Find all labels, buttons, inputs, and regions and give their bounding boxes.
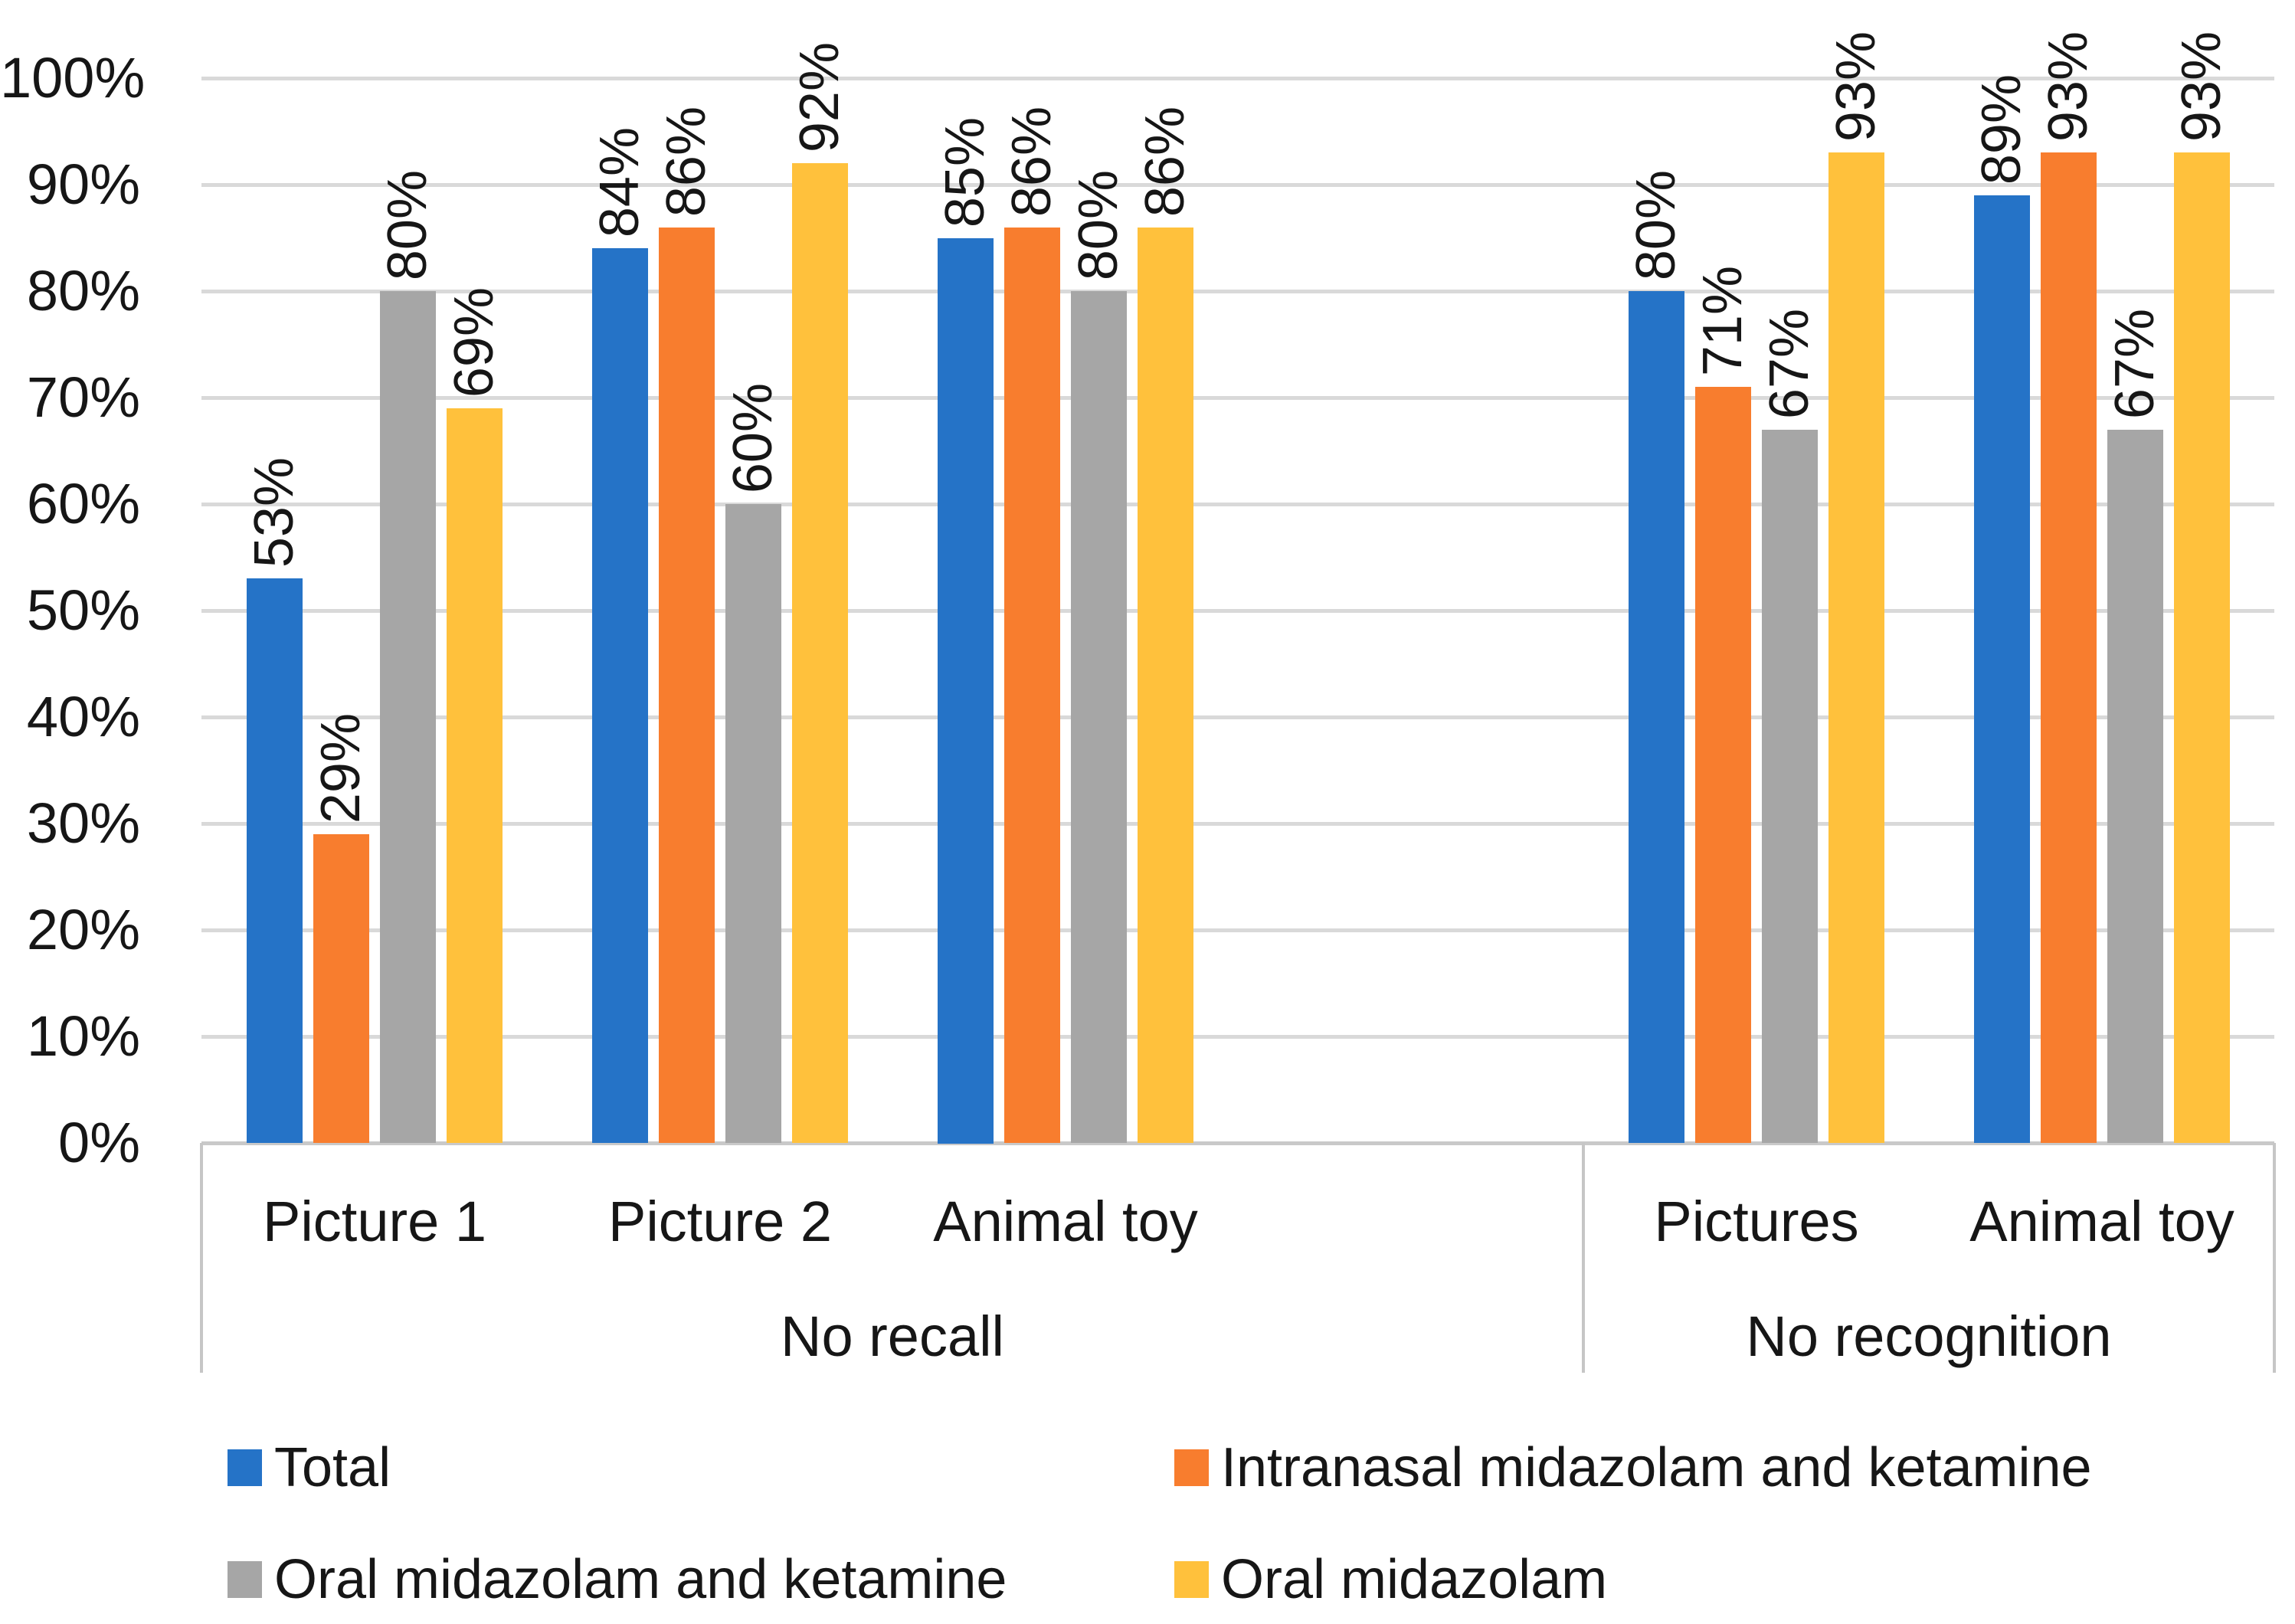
bar-intranasal-midazolam-and-ketamine-pictures <box>1695 387 1751 1143</box>
gridline-60 <box>201 503 2274 506</box>
bar-total-picture-2 <box>592 248 648 1143</box>
bar-value-label: 92% <box>789 41 850 152</box>
y-axis-tick-label-0: 0% <box>58 1111 140 1174</box>
bar-value-label: 53% <box>244 457 305 568</box>
bar-intranasal-midazolam-and-ketamine-picture-1 <box>313 834 369 1143</box>
bar-value-label: 84% <box>589 126 650 237</box>
bar-value-label: 85% <box>935 116 996 228</box>
legend-label: Intranasal midazolam and ketamine <box>1221 1437 2092 1498</box>
y-axis-tick-label-40: 40% <box>26 685 140 748</box>
y-axis-tick-label-100: 100% <box>0 46 146 110</box>
bar-total-animal-toy <box>1974 195 2030 1143</box>
bar-value-label: 93% <box>1825 31 1887 142</box>
legend-swatch-oral-midazolam <box>1174 1561 1209 1598</box>
y-axis-tick-label-10: 10% <box>26 1004 140 1068</box>
bar-total-picture-1 <box>247 578 303 1143</box>
bar-oral-midazolam-animal-toy <box>1138 228 1193 1143</box>
bar-value-label: 80% <box>1625 169 1687 280</box>
group-divider-line <box>1582 1143 1585 1373</box>
legend-label: Oral midazolam and ketamine <box>274 1549 1007 1610</box>
bar-oral-midazolam-animal-toy <box>2174 152 2230 1143</box>
bar-value-label: 67% <box>1759 308 1820 419</box>
axis-band-right-border <box>2273 1143 2276 1373</box>
legend-item-oral-midazolam: Oral midazolam <box>1174 1550 1607 1609</box>
bar-value-label: 86% <box>1134 106 1196 217</box>
y-axis-tick-label-80: 80% <box>26 259 140 323</box>
legend-swatch-intranasal-midazolam-and-ketamine <box>1174 1449 1209 1486</box>
bar-oral-midazolam-and-ketamine-animal-toy <box>2107 430 2163 1143</box>
legend-item-oral-midazolam-and-ketamine: Oral midazolam and ketamine <box>228 1550 1007 1609</box>
bar-total-pictures <box>1629 291 1684 1143</box>
bar-value-label: 80% <box>377 169 438 280</box>
bar-value-label: 80% <box>1068 169 1129 280</box>
bar-value-label: 60% <box>722 382 784 493</box>
bar-value-label: 89% <box>1971 74 2032 185</box>
gridline-40 <box>201 715 2274 719</box>
bar-oral-midazolam-and-ketamine-pictures <box>1762 430 1818 1143</box>
bar-value-label: 71% <box>1692 265 1753 376</box>
bar-value-label: 93% <box>2038 31 2099 142</box>
gridline-20 <box>201 928 2274 932</box>
gridline-100 <box>201 77 2274 80</box>
bar-value-label: 86% <box>1001 106 1062 217</box>
bar-value-label: 29% <box>310 712 372 823</box>
bar-oral-midazolam-and-ketamine-picture-2 <box>725 504 781 1143</box>
category-label-animal-toy: Animal toy <box>933 1190 1198 1253</box>
gridline-90 <box>201 183 2274 187</box>
gridline-50 <box>201 609 2274 613</box>
bar-value-label: 93% <box>2171 31 2232 142</box>
y-axis-tick-label-30: 30% <box>26 791 140 855</box>
bar-intranasal-midazolam-and-ketamine-animal-toy <box>2041 152 2097 1143</box>
legend-label: Oral midazolam <box>1221 1549 1608 1610</box>
gridline-70 <box>201 396 2274 400</box>
bar-oral-midazolam-picture-1 <box>447 408 503 1143</box>
category-label-pictures: Pictures <box>1654 1190 1859 1253</box>
gridline-30 <box>201 822 2274 826</box>
y-axis-tick-label-60: 60% <box>26 472 140 535</box>
legend-item-intranasal-midazolam-and-ketamine: Intranasal midazolam and ketamine <box>1174 1439 2092 1497</box>
bar-oral-midazolam-and-ketamine-picture-1 <box>380 291 436 1143</box>
gridline-10 <box>201 1035 2274 1039</box>
category-label-picture-1: Picture 1 <box>262 1190 487 1253</box>
x-axis-line <box>201 1141 2274 1145</box>
group-label-no-recognition: No recognition <box>1746 1305 2112 1368</box>
bar-oral-midazolam-pictures <box>1828 152 1884 1143</box>
legend-item-total: Total <box>228 1439 391 1497</box>
bar-total-animal-toy <box>938 238 994 1144</box>
y-axis-tick-label-90: 90% <box>26 152 140 216</box>
bar-oral-midazolam-and-ketamine-animal-toy <box>1071 291 1127 1143</box>
axis-band-left-border <box>200 1143 203 1373</box>
group-label-no-recall: No recall <box>781 1305 1004 1368</box>
bar-value-label: 69% <box>444 286 505 398</box>
legend-swatch-oral-midazolam-and-ketamine <box>228 1561 262 1598</box>
category-label-picture-2: Picture 2 <box>607 1190 833 1253</box>
legend-label: Total <box>274 1437 391 1498</box>
bar-intranasal-midazolam-and-ketamine-animal-toy <box>1004 228 1060 1143</box>
legend-swatch-total <box>228 1449 262 1486</box>
bar-oral-midazolam-picture-2 <box>792 163 848 1143</box>
y-axis-tick-label-70: 70% <box>26 365 140 429</box>
category-label-animal-toy: Animal toy <box>1969 1190 2234 1253</box>
gridline-80 <box>201 290 2274 293</box>
y-axis-tick-label-50: 50% <box>26 578 140 642</box>
y-axis-tick-label-20: 20% <box>26 898 140 961</box>
bar-value-label: 67% <box>2104 308 2166 419</box>
bar-intranasal-midazolam-and-ketamine-picture-2 <box>659 228 715 1143</box>
bar-value-label: 86% <box>656 106 717 217</box>
